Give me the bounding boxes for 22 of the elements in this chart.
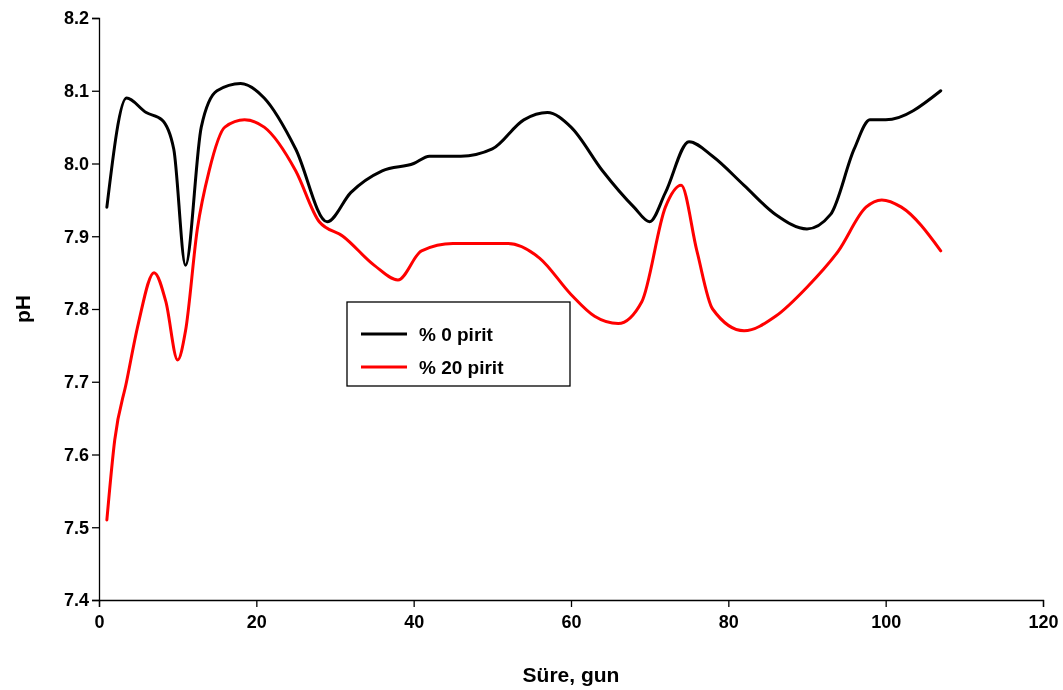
x-tick-label: 80 (718, 612, 739, 632)
line-series (105, 81, 943, 267)
y-tick-label: 8.1 (63, 81, 89, 102)
line-series (105, 118, 943, 522)
y-tick-label: 7.6 (63, 444, 89, 465)
x-tick-label: 40 (404, 612, 425, 632)
x-tick-label: 100 (871, 612, 902, 632)
x-tick-label: 60 (561, 612, 582, 632)
y-tick-label: 8.2 (63, 8, 89, 29)
x-axis-title: Süre, gun (522, 663, 620, 686)
x-tick-label: 20 (246, 612, 267, 632)
x-tick-label: 120 (1028, 612, 1059, 632)
y-tick-label: 7.8 (63, 299, 89, 320)
legend-label: % 0 pirit (419, 324, 494, 345)
y-tick-label: 7.5 (63, 517, 89, 538)
y-axis-title: pH (11, 295, 34, 323)
y-tick-label: 7.4 (63, 590, 89, 611)
y-tick-label: 8.0 (63, 153, 89, 174)
x-tick-label: 0 (94, 612, 105, 632)
legend-label: % 20 pirit (419, 357, 505, 378)
y-tick-label: 7.9 (63, 226, 89, 247)
y-tick-label: 7.7 (63, 372, 89, 393)
